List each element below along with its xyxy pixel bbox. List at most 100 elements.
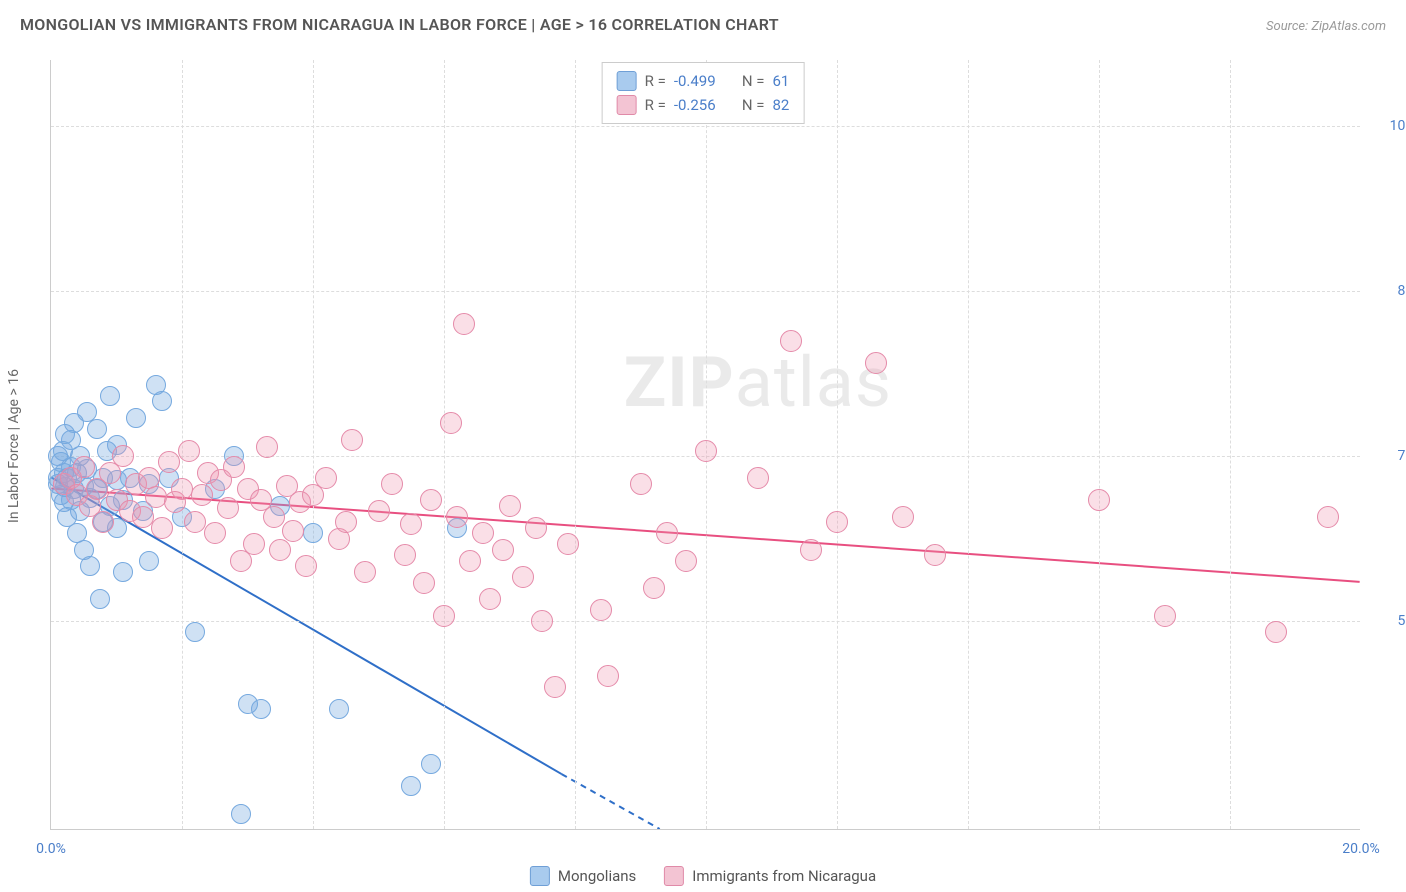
- n-label: N =: [742, 69, 765, 93]
- data-point: [512, 566, 534, 588]
- data-point: [139, 551, 159, 571]
- data-point: [453, 313, 475, 335]
- data-point: [421, 754, 441, 774]
- data-point: [80, 556, 100, 576]
- data-point: [354, 561, 376, 583]
- data-point: [243, 533, 265, 555]
- data-point: [381, 473, 403, 495]
- data-point: [90, 589, 110, 609]
- r-label: R =: [645, 69, 666, 93]
- data-point: [191, 484, 213, 506]
- data-point: [329, 699, 349, 719]
- data-point: [263, 506, 285, 528]
- data-point: [892, 506, 914, 528]
- y-tick-label: 70.0%: [1365, 448, 1406, 464]
- data-point: [1265, 621, 1287, 643]
- legend-series-label: Mongolians: [558, 867, 636, 885]
- data-point: [590, 599, 612, 621]
- data-point: [401, 776, 421, 796]
- legend-swatch: [617, 95, 637, 115]
- n-value: 82: [772, 93, 789, 117]
- data-point: [780, 330, 802, 352]
- data-point: [413, 572, 435, 594]
- y-tick-label: 100.0%: [1365, 118, 1406, 134]
- data-point: [747, 467, 769, 489]
- gridline-v: [837, 60, 838, 829]
- data-point: [1154, 605, 1176, 627]
- data-point: [656, 522, 678, 544]
- n-label: N =: [742, 93, 765, 117]
- data-point: [544, 676, 566, 698]
- legend-series: Mongolians Immigrants from Nicaragua: [530, 866, 876, 886]
- data-point: [630, 473, 652, 495]
- data-point: [597, 665, 619, 687]
- data-point: [145, 486, 167, 508]
- legend-correlation: R = -0.499 N = 61R = -0.256 N = 82: [602, 62, 805, 124]
- data-point: [865, 352, 887, 374]
- data-point: [87, 419, 107, 439]
- data-point: [185, 622, 205, 642]
- data-point: [472, 522, 494, 544]
- data-point: [92, 511, 114, 533]
- data-point: [479, 588, 501, 610]
- data-point: [204, 522, 226, 544]
- data-point: [184, 511, 206, 533]
- data-point: [146, 375, 166, 395]
- data-point: [217, 497, 239, 519]
- scatter-chart: ZIPatlas 55.0%70.0%85.0%100.0%0.0%20.0%: [50, 60, 1360, 830]
- data-point: [394, 544, 416, 566]
- data-point: [100, 386, 120, 406]
- legend-correlation-row: R = -0.499 N = 61: [617, 69, 790, 93]
- data-point: [531, 610, 553, 632]
- x-tick-label: 0.0%: [36, 841, 66, 857]
- data-point: [269, 539, 291, 561]
- data-point: [643, 577, 665, 599]
- source-name: ZipAtlas.com: [1311, 19, 1386, 34]
- data-point: [341, 429, 363, 451]
- data-point: [525, 517, 547, 539]
- r-value: -0.256: [674, 93, 734, 117]
- n-value: 61: [772, 69, 789, 93]
- data-point: [295, 555, 317, 577]
- y-axis-label: In Labor Force | Age > 16: [6, 369, 22, 523]
- legend-correlation-row: R =-0.256N =82: [617, 93, 790, 117]
- data-point: [335, 511, 357, 533]
- r-value: -0.499: [674, 69, 734, 93]
- data-point: [826, 511, 848, 533]
- data-point: [282, 520, 304, 542]
- data-point: [440, 412, 462, 434]
- data-point: [158, 451, 180, 473]
- data-point: [303, 523, 323, 543]
- data-point: [800, 539, 822, 561]
- gridline-v: [575, 60, 576, 829]
- data-point: [420, 489, 442, 511]
- legend-swatch: [617, 71, 637, 91]
- data-point: [315, 467, 337, 489]
- gridline-v: [968, 60, 969, 829]
- x-tick-label: 20.0%: [1342, 841, 1380, 857]
- data-point: [151, 517, 173, 539]
- watermark: ZIPatlas: [624, 342, 892, 424]
- data-point: [171, 478, 193, 500]
- gridline-v: [444, 60, 445, 829]
- header: MONGOLIAN VS IMMIGRANTS FROM NICARAGUA I…: [0, 0, 1406, 48]
- data-point: [126, 408, 146, 428]
- data-point: [924, 544, 946, 566]
- data-point: [368, 500, 390, 522]
- data-point: [492, 539, 514, 561]
- gridline-v: [313, 60, 314, 829]
- legend-swatch: [530, 866, 550, 886]
- data-point: [1317, 506, 1339, 528]
- data-point: [113, 562, 133, 582]
- chart-title: MONGOLIAN VS IMMIGRANTS FROM NICARAGUA I…: [20, 15, 779, 34]
- data-point: [459, 550, 481, 572]
- data-point: [112, 445, 134, 467]
- data-point: [675, 550, 697, 572]
- y-tick-label: 85.0%: [1365, 283, 1406, 299]
- legend-swatch: [664, 866, 684, 886]
- legend-series-label: Immigrants from Nicaragua: [692, 867, 876, 885]
- data-point: [1088, 489, 1110, 511]
- data-point: [251, 699, 271, 719]
- legend-series-item: Immigrants from Nicaragua: [664, 866, 876, 886]
- y-tick-label: 55.0%: [1365, 613, 1406, 629]
